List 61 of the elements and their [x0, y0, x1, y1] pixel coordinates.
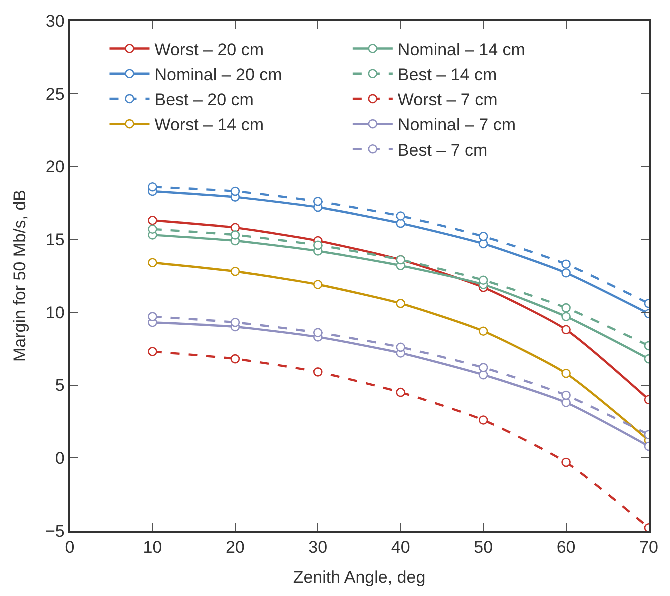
point — [396, 218, 406, 228]
point — [148, 312, 158, 322]
point — [478, 326, 488, 336]
x-tick-label: 70 — [640, 538, 658, 558]
point — [313, 197, 323, 206]
legend-label: Worst – 7 cm — [398, 90, 498, 110]
point — [148, 258, 158, 268]
point — [313, 240, 323, 250]
x-axis-title: Zenith Angle, deg — [293, 568, 426, 588]
legend-label: Nominal – 20 cm — [154, 65, 282, 84]
point — [230, 186, 240, 196]
x-tick-label: 60 — [556, 538, 576, 558]
x-tick-label: 30 — [308, 538, 328, 558]
y-axis-title: Margin for 50 Mb/s, dB — [10, 190, 30, 362]
point — [313, 368, 323, 377]
point — [230, 230, 240, 240]
point — [562, 325, 571, 335]
point — [562, 260, 571, 269]
legend-label: Best – 14 cm — [398, 65, 498, 84]
legend-label: Best – 7 cm — [398, 140, 488, 160]
point — [148, 216, 158, 226]
point — [148, 347, 158, 356]
x-tick-label: 40 — [391, 538, 410, 558]
point — [148, 224, 158, 234]
x-tick-label: 50 — [474, 538, 494, 558]
point — [148, 182, 158, 192]
point — [396, 212, 406, 221]
point — [396, 299, 406, 308]
legend-label: Nominal – 14 cm — [398, 40, 526, 60]
point — [562, 312, 571, 322]
point — [313, 328, 323, 338]
x-tick-label: 10 — [143, 538, 162, 558]
point — [562, 458, 571, 468]
x-tick-label: 20 — [226, 538, 245, 558]
point — [478, 416, 488, 425]
point — [562, 303, 571, 313]
point — [230, 266, 240, 276]
legend-label: Worst – 20 cm — [154, 40, 264, 60]
point — [396, 342, 406, 352]
legend-label: Best – 20 cm — [154, 90, 254, 110]
point — [562, 368, 571, 378]
y-tick-label: 5 — [55, 376, 65, 396]
legend-label: Worst – 14 cm — [154, 116, 264, 135]
y-tick-label: −5 — [45, 522, 65, 541]
point — [230, 354, 240, 364]
point — [478, 276, 488, 286]
y-tick-label: 25 — [46, 84, 65, 104]
y-tick-label: 20 — [46, 158, 65, 177]
point — [230, 318, 240, 328]
point — [313, 280, 323, 290]
point — [562, 390, 571, 400]
point — [478, 232, 488, 242]
legend-label: Nominal – 7 cm — [398, 116, 516, 135]
point — [562, 268, 571, 278]
y-tick-label: 15 — [46, 230, 65, 250]
y-tick-label: 30 — [46, 12, 65, 31]
point — [396, 388, 406, 398]
point — [478, 363, 488, 372]
y-tick-label: 0 — [55, 449, 65, 468]
point — [478, 239, 488, 249]
y-tick-label: 10 — [46, 303, 65, 322]
